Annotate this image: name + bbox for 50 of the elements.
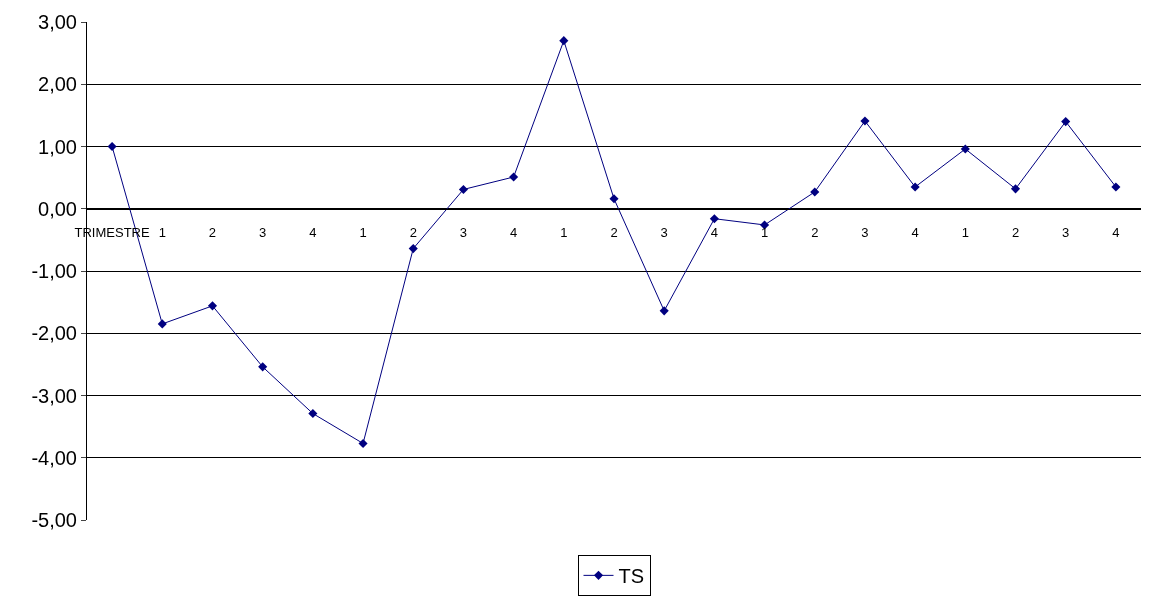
point <box>1061 117 1071 127</box>
x-tick-label: 4 <box>309 225 317 241</box>
point <box>659 306 669 316</box>
point <box>308 409 318 419</box>
y-tick-label: 1,00 <box>38 135 77 158</box>
x-tick-label: 4 <box>510 225 518 241</box>
x-tick-label: 2 <box>409 225 417 241</box>
point <box>559 36 569 46</box>
x-tick-label: 2 <box>208 225 217 241</box>
y-tick-label: 0,00 <box>38 197 77 220</box>
y-tick-label: -1,00 <box>31 260 77 282</box>
x-tick-label: 4 <box>911 225 919 241</box>
point <box>960 144 970 154</box>
point <box>609 194 619 204</box>
point <box>810 187 820 197</box>
x-tick-label: 1 <box>961 225 969 241</box>
x-tick-label: 4 <box>710 225 718 241</box>
y-tick-label: -3,00 <box>31 384 77 407</box>
point <box>157 319 167 329</box>
point <box>1010 184 1021 194</box>
point <box>258 362 268 372</box>
point <box>1111 182 1121 192</box>
point <box>207 301 218 311</box>
x-tick-label: 1 <box>359 225 367 241</box>
point <box>910 182 920 192</box>
y-tick-label: -2,00 <box>31 322 77 345</box>
x-tick-label: 3 <box>1062 225 1070 241</box>
x-tick-label: 1 <box>158 225 166 241</box>
x-tick-label: 2 <box>811 225 819 241</box>
point <box>860 116 870 126</box>
x-tick-label: 3 <box>660 225 668 241</box>
x-tick-label: 1 <box>560 225 568 241</box>
y-tick-label: 2,00 <box>38 73 77 96</box>
x-tick-label: 2 <box>1011 225 1020 241</box>
point <box>107 141 117 152</box>
legend-label: TS <box>618 565 645 588</box>
point <box>408 244 418 254</box>
x-tick-label: 3 <box>259 225 267 241</box>
x-tick-label: 3 <box>459 225 468 241</box>
point <box>358 438 368 448</box>
x-tick-label: 2 <box>610 225 618 241</box>
y-tick-label: -4,00 <box>31 446 77 469</box>
y-tick-label: -5,00 <box>31 509 77 531</box>
point <box>709 214 719 224</box>
x-tick-label: 1 <box>760 225 769 241</box>
x-tick-label: 4 <box>1112 225 1120 241</box>
point <box>509 172 519 182</box>
point <box>458 184 468 194</box>
x-tick-label: 3 <box>861 225 869 241</box>
y-tick-label: 3,00 <box>38 11 77 33</box>
